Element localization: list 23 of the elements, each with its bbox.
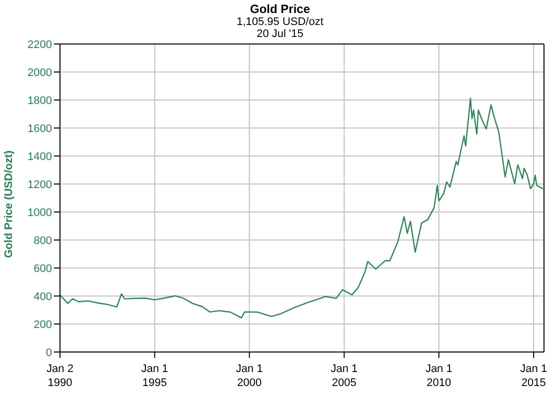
y-tick-label: 1000 <box>28 206 52 219</box>
y-tick-label: 800 <box>34 234 52 247</box>
x-tick-label: Jan 1 2010 <box>425 363 452 389</box>
text: 20 Jul '15 <box>256 28 304 40</box>
y-tick-label: 2200 <box>28 38 52 51</box>
y-tick-label: 1800 <box>28 94 52 107</box>
y-tick-label: 200 <box>34 318 52 331</box>
chart-title: Gold Price <box>248 2 312 16</box>
x-tick-label: Jan 1 2000 <box>236 363 263 389</box>
y-tick-label: 1400 <box>28 150 52 163</box>
y-tick-label: 0 <box>46 346 52 359</box>
line-series <box>60 98 544 318</box>
y-tick-label: 400 <box>34 290 52 303</box>
x-tick-label: Jan 2 1990 <box>46 363 74 389</box>
x-tick-label: Jan 1 1995 <box>141 363 168 389</box>
x-tick-label: Jan 1 2005 <box>330 363 358 389</box>
y-tick-label: 1600 <box>28 122 52 135</box>
chart-subtitle: 1,105.95 USD/ozt <box>236 16 324 28</box>
y-tick-label: 2000 <box>28 66 52 79</box>
y-axis-title: Gold Price (USD/ozt) <box>2 150 15 258</box>
y-tick-label: 600 <box>34 262 52 275</box>
x-tick-label: Jan 1 2015 <box>520 363 548 389</box>
y-tick-label: 1200 <box>28 178 52 191</box>
